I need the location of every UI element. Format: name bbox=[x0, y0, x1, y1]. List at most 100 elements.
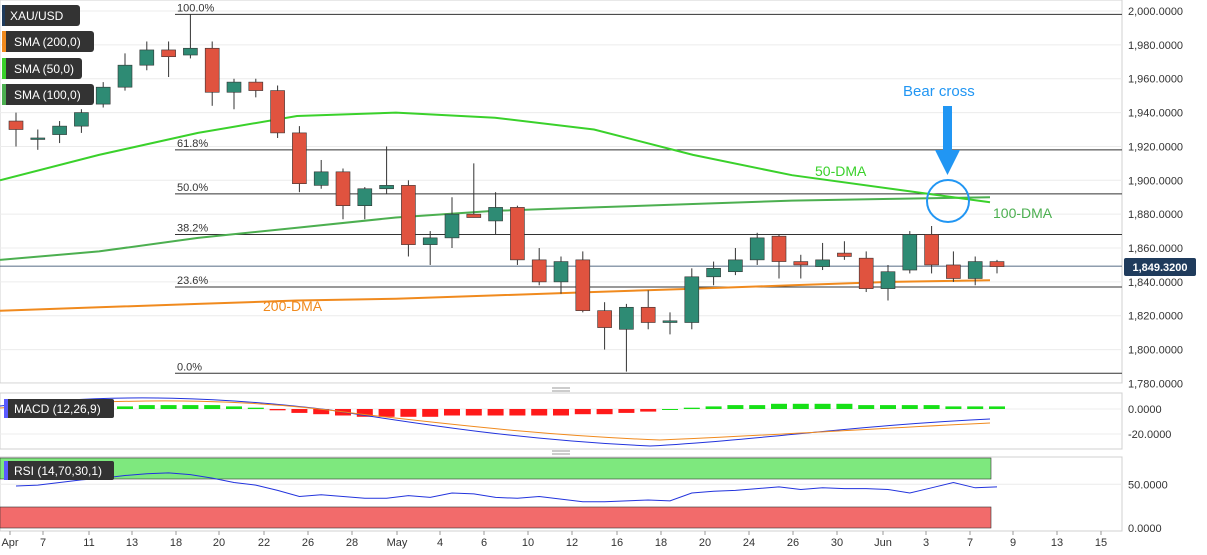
symbol-badge[interactable]: XAU/USD bbox=[2, 5, 80, 26]
y-tick-label: 1,940.0000 bbox=[1128, 108, 1183, 120]
bear-cross-arrow bbox=[935, 106, 960, 175]
y-tick-label: 1,980.0000 bbox=[1128, 40, 1183, 52]
candle-up bbox=[880, 271, 896, 289]
x-tick-label: May bbox=[387, 537, 408, 549]
candle-up bbox=[183, 47, 198, 56]
macd-histogram-bar bbox=[749, 405, 766, 409]
candle-up bbox=[444, 213, 460, 239]
macd-histogram-bar bbox=[662, 409, 678, 410]
y-tick-label: 1,860.0000 bbox=[1128, 243, 1183, 255]
candle-down bbox=[597, 310, 612, 328]
legend-sma200-label: SMA (200,0) bbox=[14, 35, 81, 49]
candle-down bbox=[466, 213, 482, 218]
rsi-overbought-zone bbox=[0, 457, 992, 480]
candle-down bbox=[837, 252, 852, 257]
candle-down bbox=[771, 235, 787, 262]
candle-down bbox=[531, 259, 547, 283]
macd-histogram-bar bbox=[923, 405, 940, 409]
macd-histogram-bar bbox=[400, 409, 417, 417]
candle-up bbox=[619, 306, 634, 330]
legend-sma50[interactable]: SMA (50,0) bbox=[2, 58, 82, 79]
y-tick-label: 1,800.0000 bbox=[1128, 345, 1183, 357]
macd-histogram-bar bbox=[989, 406, 1005, 409]
x-tick-label: 15 bbox=[1095, 537, 1107, 549]
sma200-line bbox=[0, 279, 991, 312]
macd-histogram-bar bbox=[291, 409, 308, 413]
macd-histogram-bar bbox=[160, 405, 177, 409]
macd-histogram-bar bbox=[356, 409, 373, 417]
y-tick-label: 1,960.0000 bbox=[1128, 74, 1183, 86]
macd-signal-line bbox=[0, 400, 991, 441]
candle-down bbox=[292, 132, 307, 184]
macd-histogram-bar bbox=[117, 406, 133, 409]
x-tick-label: 13 bbox=[126, 537, 138, 549]
legend-macd-label: MACD (12,26,9) bbox=[14, 402, 101, 416]
macd-tick-label: -20.0000 bbox=[1128, 429, 1171, 441]
candle-up bbox=[684, 276, 700, 323]
panel-resize-handle[interactable] bbox=[552, 450, 570, 455]
dma200-label: 200-DMA bbox=[263, 298, 323, 314]
candle-down bbox=[401, 185, 416, 245]
candle-up bbox=[30, 137, 46, 140]
macd-histogram-bar bbox=[792, 403, 809, 409]
x-tick-label: 16 bbox=[611, 537, 623, 549]
candle-down bbox=[946, 264, 961, 279]
legend-sma200[interactable]: SMA (200,0) bbox=[2, 31, 94, 52]
candle-up bbox=[902, 234, 918, 271]
macd-histogram-bar bbox=[945, 406, 962, 409]
candle-up bbox=[488, 207, 503, 222]
x-tick-label: 28 bbox=[346, 537, 358, 549]
x-tick-label: 10 bbox=[522, 537, 534, 549]
candle-down bbox=[161, 49, 176, 58]
macd-histogram-bar bbox=[596, 409, 613, 415]
candle-down bbox=[989, 261, 1005, 267]
macd-histogram-bar bbox=[836, 403, 853, 409]
x-tick-label: 12 bbox=[566, 537, 578, 549]
y-tick-label: 1,920.0000 bbox=[1128, 141, 1183, 153]
candle-up bbox=[52, 125, 67, 135]
candle-down bbox=[510, 207, 525, 261]
x-tick-label: 7 bbox=[967, 537, 973, 549]
macd-histogram-bar bbox=[269, 409, 286, 411]
candle-up bbox=[967, 261, 983, 279]
candle-up bbox=[95, 86, 111, 105]
x-tick-label: 18 bbox=[170, 537, 182, 549]
candle-down bbox=[204, 47, 220, 93]
candle-up bbox=[379, 185, 394, 190]
x-tick-label: 20 bbox=[213, 537, 225, 549]
macd-histogram-bar bbox=[487, 409, 504, 416]
x-tick-label: 26 bbox=[302, 537, 314, 549]
fib-level-label: 38.2% bbox=[177, 222, 208, 234]
fib-level-label: 100.0% bbox=[177, 2, 215, 14]
candle-up bbox=[662, 320, 678, 323]
last-price-tag: 1,849.3200 bbox=[1124, 258, 1196, 276]
dma50-label: 50-DMA bbox=[815, 163, 867, 179]
y-tick-label: 1,900.0000 bbox=[1128, 175, 1183, 187]
macd-histogram-bar bbox=[182, 405, 199, 409]
macd-histogram-bar bbox=[574, 409, 591, 415]
candle-down bbox=[8, 120, 24, 130]
bear-cross-circle bbox=[926, 179, 970, 223]
macd-histogram-bar bbox=[444, 409, 460, 416]
x-tick-label: 7 bbox=[40, 537, 46, 549]
x-tick-label: 9 bbox=[1010, 537, 1016, 549]
candle-down bbox=[640, 306, 656, 323]
macd-histogram-bar bbox=[553, 409, 569, 416]
macd-histogram-bar bbox=[880, 405, 896, 409]
legend-macd[interactable]: MACD (12,26,9) bbox=[4, 399, 114, 418]
candle-up bbox=[815, 259, 830, 267]
x-tick-label: 6 bbox=[481, 537, 487, 549]
symbol-label: XAU/USD bbox=[10, 9, 64, 23]
legend-rsi[interactable]: RSI (14,70,30,1) bbox=[4, 461, 114, 480]
macd-histogram-bar bbox=[226, 406, 242, 409]
x-tick-label: 26 bbox=[787, 537, 799, 549]
macd-histogram-bar bbox=[465, 409, 482, 416]
macd-histogram-bar bbox=[509, 409, 526, 416]
macd-histogram-bar bbox=[204, 405, 221, 409]
panel-resize-handle[interactable] bbox=[552, 387, 570, 392]
legend-sma100[interactable]: SMA (100,0) bbox=[2, 84, 94, 105]
legend-rsi-label: RSI (14,70,30,1) bbox=[14, 464, 102, 478]
legend-sma50-label: SMA (50,0) bbox=[14, 62, 74, 76]
y-tick-label: 1,840.0000 bbox=[1128, 277, 1183, 289]
